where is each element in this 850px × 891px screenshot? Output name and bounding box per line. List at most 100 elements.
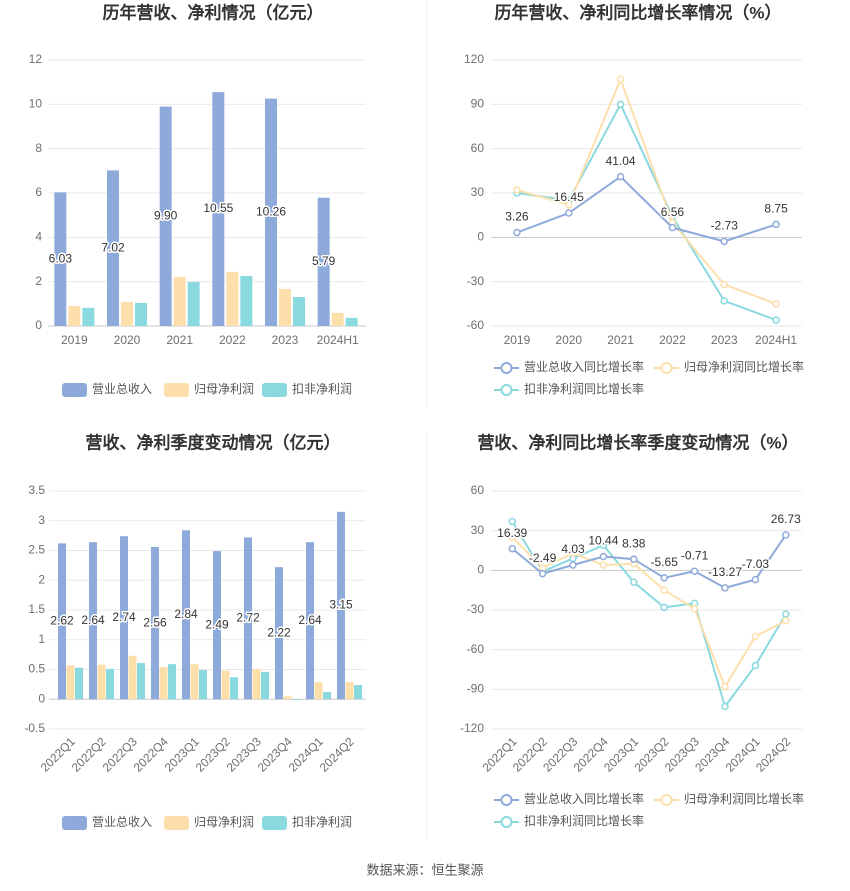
y-tick-label: -60 (467, 642, 485, 656)
point-deducted-net-profit (616, 100, 625, 109)
data-label-revenue: 2.74 (112, 610, 136, 624)
y-tick-label: 30 (471, 185, 485, 199)
data-source-note: 数据来源：恒生聚源 (366, 862, 483, 877)
point-net-profit (538, 563, 547, 572)
legend-swatch (164, 816, 189, 830)
bar-deducted-net-profit (106, 668, 114, 700)
data-label-revenue: 2.64 (298, 613, 322, 627)
point-net-profit (616, 75, 625, 83)
bar-net-profit (283, 696, 292, 700)
point-net-profit (599, 561, 608, 569)
data-label-revenue: -13.27 (708, 565, 742, 579)
data-label-revenue: 16.45 (554, 190, 584, 204)
data-label-revenue: 7.02 (101, 240, 125, 254)
y-tick-label: 60 (471, 141, 485, 155)
point-net-profit (751, 632, 760, 641)
point-net-profit (721, 682, 729, 691)
bar-net-profit (66, 665, 75, 700)
y-tick-label: 4 (35, 230, 42, 244)
data-label-revenue: 9.90 (154, 208, 178, 222)
data-label-revenue: -2.73 (711, 219, 739, 233)
y-tick-label: 0 (38, 691, 45, 705)
legend-label: 归母净利润 (194, 815, 254, 829)
bar-revenue (151, 546, 159, 700)
legend-label: 营业总收入 (92, 815, 152, 829)
bar-net-profit (226, 271, 239, 326)
legend-label: 营业总收入同比增长率 (524, 791, 644, 806)
line-net-profit (511, 536, 787, 688)
point-revenue (630, 555, 638, 564)
legend-item-deducted-net-profit: 扣非净利润同比增长率 (494, 381, 644, 396)
y-tick-label: -60 (467, 318, 485, 332)
y-tick-label: 60 (471, 483, 485, 497)
legend-swatch (62, 816, 87, 830)
data-label-revenue: 8.75 (764, 202, 788, 216)
point-revenue (772, 220, 780, 229)
bar-net-profit (252, 668, 261, 700)
data-label-revenue: 2.22 (267, 625, 291, 639)
point-net-profit (720, 280, 728, 289)
legend-label: 营业总收入同比增长率 (524, 359, 644, 374)
y-tick-label: -0.5 (24, 721, 45, 735)
point-deducted-net-profit (782, 610, 790, 618)
bar-deducted-net-profit (230, 677, 238, 700)
bar-deducted-net-profit (293, 296, 305, 326)
y-tick-label: 2.5 (28, 543, 45, 557)
point-net-profit (782, 616, 790, 625)
y-tick-label: -30 (467, 602, 485, 616)
point-revenue (721, 584, 729, 592)
point-revenue (508, 544, 516, 553)
point-revenue (565, 209, 573, 217)
line-deducted-net-profit (516, 103, 777, 322)
bar-revenue (317, 197, 330, 326)
legend-label: 扣非净利润 (292, 815, 352, 829)
point-net-profit (565, 201, 573, 209)
data-label-revenue: 2.49 (205, 617, 229, 631)
y-tick-label: 2 (38, 572, 45, 586)
legend-item-revenue: 营业总收入 (62, 815, 152, 830)
legend-marker-icon (660, 362, 673, 374)
x-tick-label: 2021 (607, 333, 634, 347)
x-tick-label: 2024H1 (755, 333, 797, 347)
legend-label: 扣非净利润同比增长率 (524, 813, 644, 828)
x-tick-label: 2023 (711, 333, 738, 347)
bar-revenue (275, 567, 283, 700)
y-tick-label: 3.5 (28, 483, 45, 497)
quarterly-growth-rate-title: 营收、净利同比增长率季度变动情况（%） (477, 432, 798, 452)
line-deducted-net-profit (511, 520, 787, 708)
y-tick-label: -90 (467, 682, 485, 696)
point-deducted-net-profit (721, 702, 729, 711)
point-deducted-net-profit (630, 578, 638, 586)
quarterly-revenue-profit-title: 营收、净利季度变动情况（亿元） (86, 432, 341, 452)
bar-deducted-net-profit (187, 282, 200, 326)
x-tick-label: 2019 (504, 333, 531, 347)
legend-item-deducted-net-profit: 扣非净利润 (262, 815, 352, 830)
point-net-profit (513, 186, 521, 194)
data-label-revenue: -7.03 (742, 557, 770, 571)
bar-net-profit (190, 664, 199, 700)
data-label-revenue: 2.64 (81, 613, 105, 627)
legend-item-net-profit: 归母净利润 (164, 382, 254, 397)
bar-deducted-net-profit (323, 692, 331, 700)
bar-deducted-net-profit (137, 662, 145, 700)
point-deducted-net-profit (772, 316, 780, 324)
point-net-profit (569, 549, 577, 557)
legend-swatch (262, 383, 287, 397)
legend-label: 扣非净利润同比增长率 (524, 381, 644, 396)
y-tick-label: 12 (29, 52, 43, 66)
x-tick-label: 2019 (61, 333, 88, 347)
point-deducted-net-profit (599, 541, 608, 549)
annual-revenue-profit-title: 历年营收、净利情况（亿元） (103, 2, 324, 22)
bar-revenue (54, 192, 67, 326)
y-tick-label: 0 (35, 318, 42, 332)
x-tick-label: 2020 (555, 333, 582, 347)
point-revenue (513, 228, 521, 237)
point-revenue (616, 172, 625, 181)
point-deducted-net-profit (751, 661, 760, 670)
data-label-revenue: 41.04 (606, 154, 636, 168)
bar-deducted-net-profit (345, 317, 358, 326)
data-label-revenue: 2.84 (174, 607, 198, 621)
bar-revenue (182, 530, 190, 700)
y-tick-label: 0 (477, 563, 484, 577)
bar-net-profit (159, 667, 168, 700)
